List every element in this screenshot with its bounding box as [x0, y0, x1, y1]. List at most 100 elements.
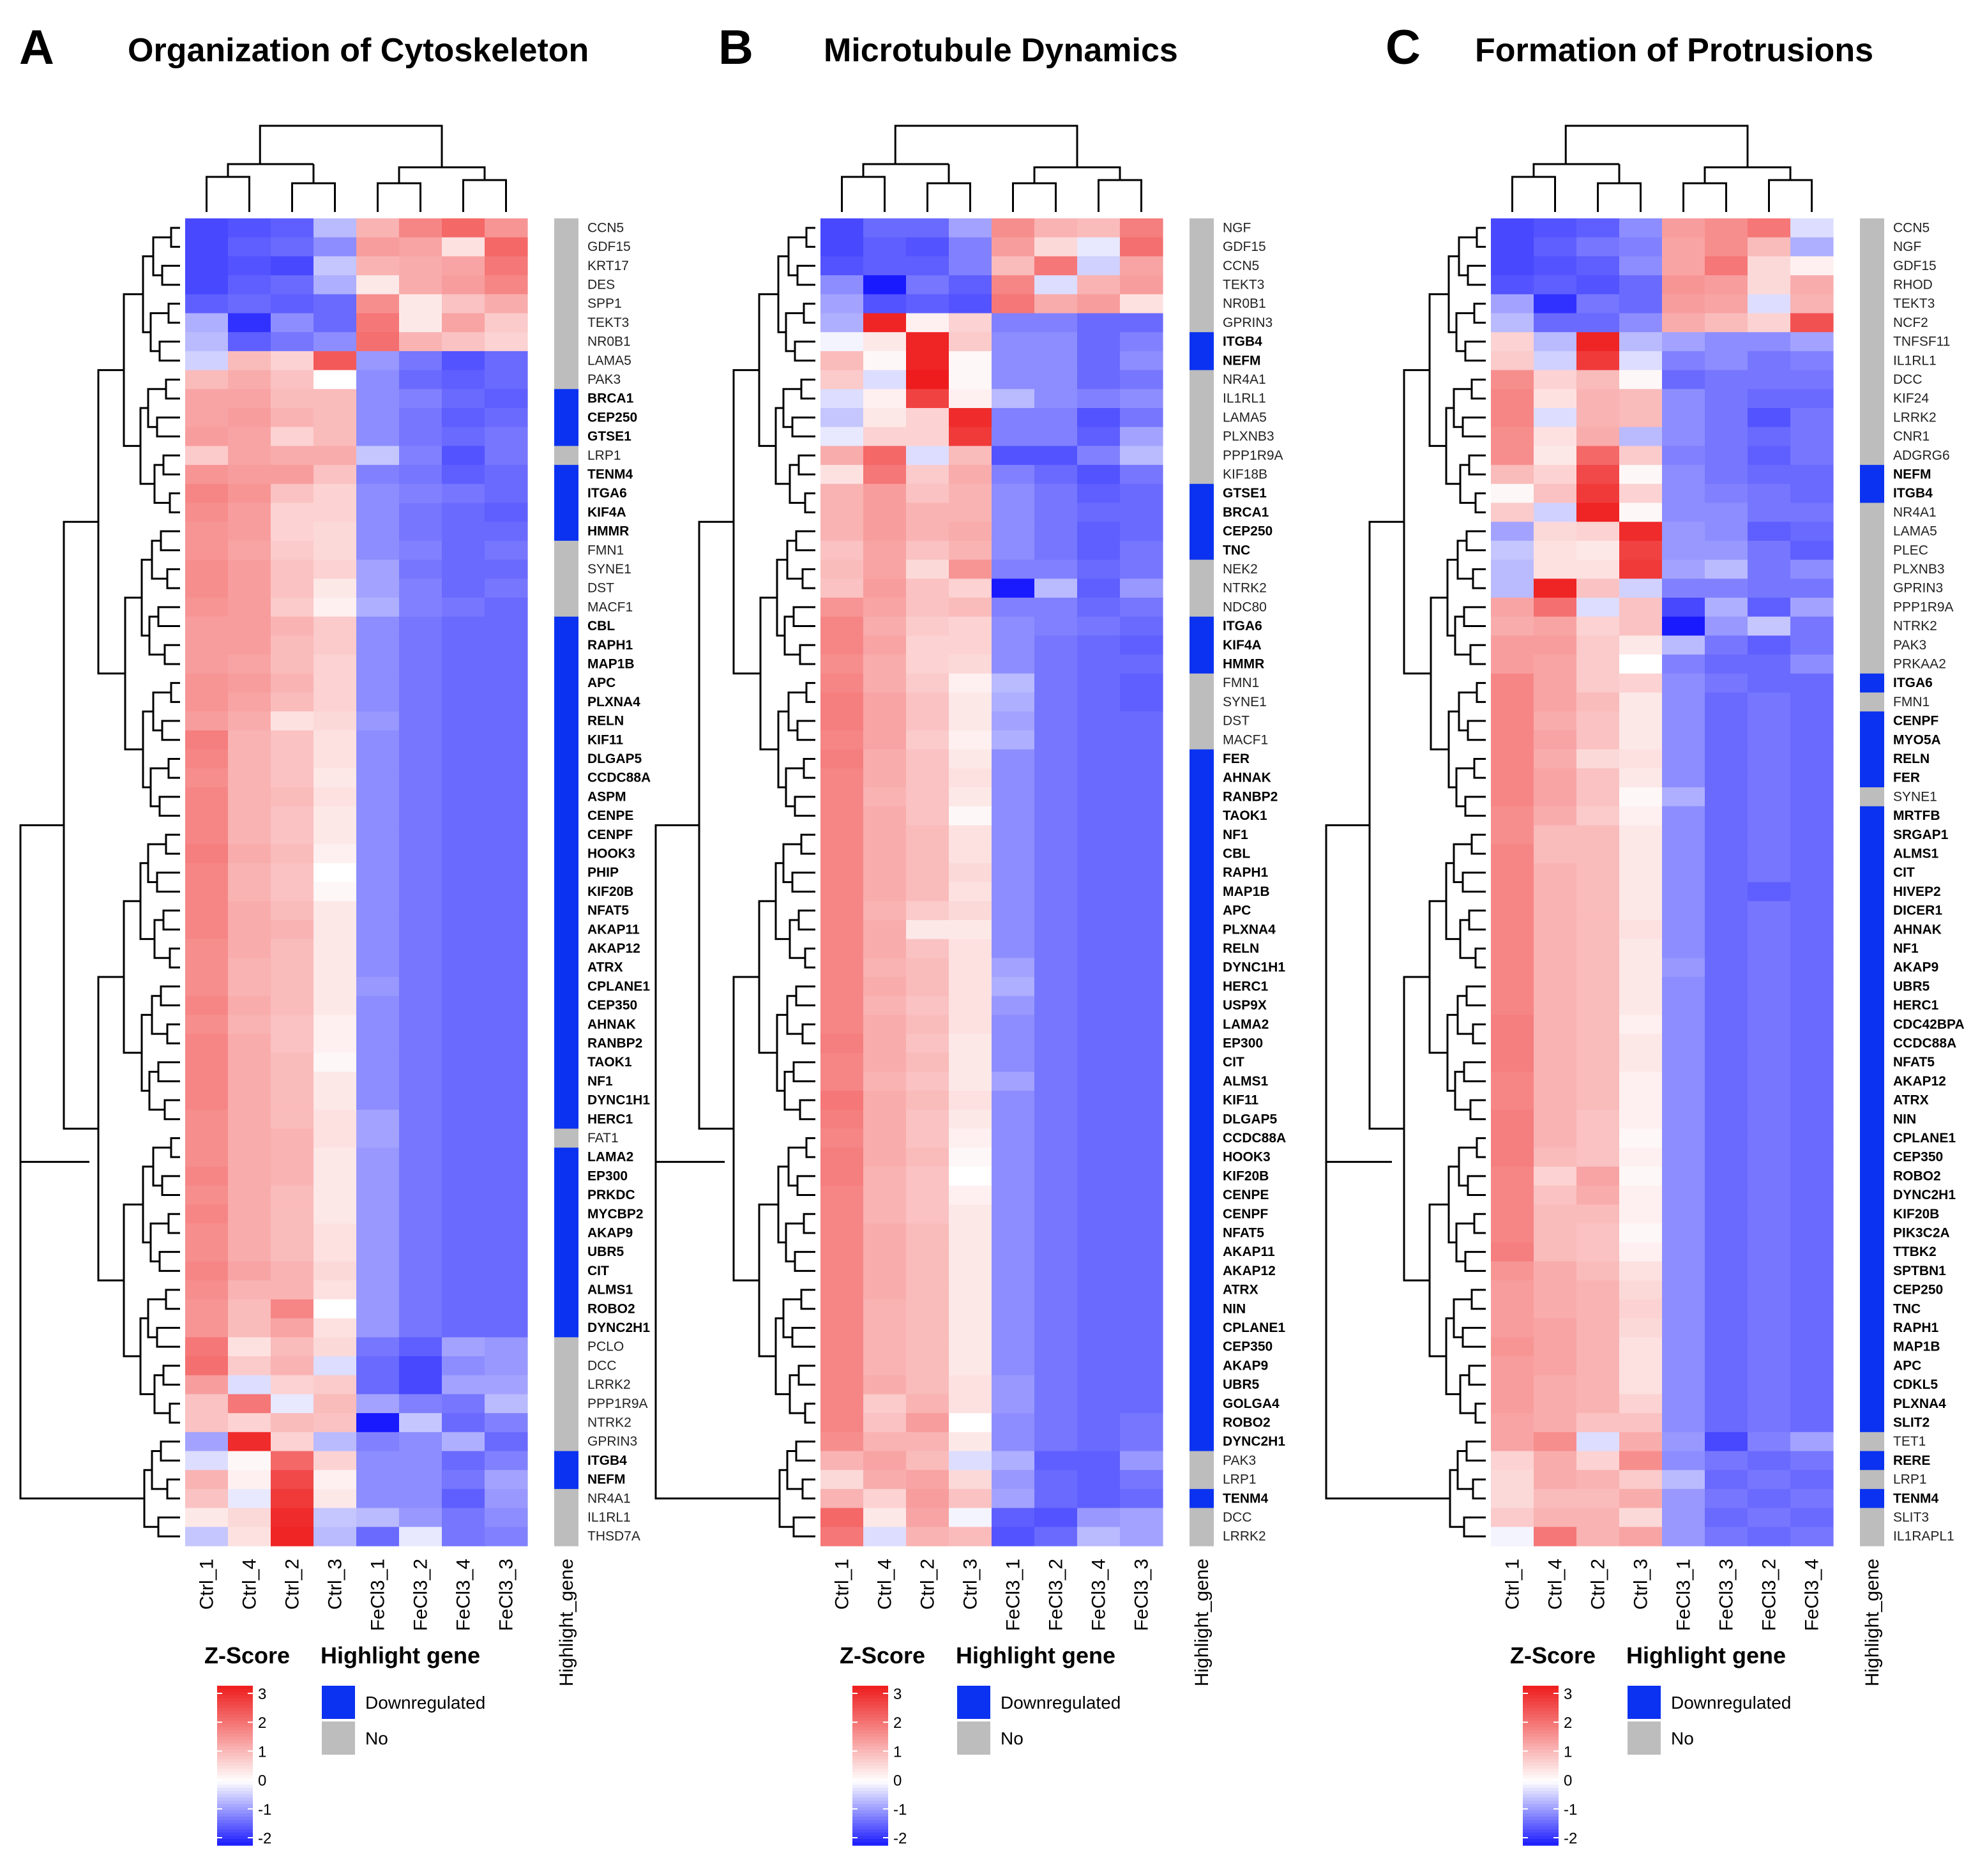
- heatmap-cell: [949, 1071, 992, 1091]
- gene-label: TEKT3: [587, 315, 629, 330]
- heatmap-cell: [992, 939, 1035, 958]
- column-labels: Ctrl_1 Ctrl_4 Ctrl_2 Ctrl_3 FeCl3_1 FeCl3_3 Fe…: [1502, 1559, 1884, 1686]
- heatmap-cell: [1534, 559, 1577, 579]
- heatmap-cell: [992, 1204, 1035, 1224]
- heatmap-cell: [1619, 1280, 1663, 1300]
- zscore-gradient-strip: [217, 1788, 253, 1792]
- highlight-cell: [554, 313, 578, 333]
- heatmap-cell: [1120, 1034, 1163, 1054]
- heatmap-cell: [1576, 635, 1620, 655]
- highlight-cell: [1860, 1128, 1884, 1148]
- heatmap-cell: [442, 844, 485, 864]
- heatmap-cell: [1662, 1034, 1705, 1054]
- heatmap-cell: [992, 1052, 1035, 1073]
- heatmap-cell: [1619, 673, 1663, 693]
- heatmap-cell: [992, 351, 1035, 371]
- heatmap-cell: [949, 465, 992, 485]
- heatmap-cell: [1491, 1261, 1534, 1281]
- heatmap-cell: [399, 654, 442, 674]
- heatmap-cell: [1662, 408, 1705, 428]
- zscore-gradient-strip: [852, 1829, 888, 1833]
- highlight-cell: [1190, 730, 1214, 750]
- zscore-gradient-strip: [1523, 1708, 1559, 1712]
- heatmap-cell: [1662, 863, 1705, 883]
- heatmap-cell: [820, 351, 864, 371]
- heatmap-cell: [1790, 1167, 1834, 1186]
- heatmap-cell: [1077, 275, 1121, 295]
- gene-label: NTRK2: [587, 1415, 631, 1430]
- heatmap-cell: [1034, 882, 1078, 902]
- heatmap-cell: [485, 977, 528, 997]
- highlight-cell: [1190, 1527, 1214, 1547]
- heatmap-cell: [863, 806, 907, 826]
- heatmap-cell: [356, 1318, 400, 1338]
- heatmap-cell: [949, 919, 992, 940]
- heatmap-cell: [1120, 1280, 1163, 1300]
- heatmap-cell: [1034, 427, 1078, 446]
- heatmap-cell: [442, 256, 485, 276]
- gene-label: LAMA5: [587, 353, 631, 368]
- downregulated-swatch: [1628, 1686, 1661, 1719]
- heatmap-cell: [1790, 598, 1834, 617]
- gene-label: CENPF: [1893, 714, 1938, 729]
- heatmap-cell: [271, 1223, 314, 1243]
- zscore-gradient-strip: [852, 1766, 888, 1769]
- heatmap-cell: [1790, 389, 1834, 409]
- heatmap-cell: [356, 503, 400, 522]
- heatmap-cell: [1662, 540, 1705, 561]
- heatmap-cell: [1705, 370, 1748, 390]
- heatmap-cell: [1748, 787, 1791, 807]
- heatmap-cell: [185, 540, 229, 561]
- heatmap-cell: [442, 1508, 485, 1527]
- heatmap-cell: [863, 598, 907, 617]
- heatmap-cell: [1748, 1413, 1791, 1433]
- heatmap-cell: [185, 939, 229, 958]
- zscore-gradient-strip: [1523, 1750, 1559, 1753]
- heatmap-cell: [185, 844, 229, 864]
- highlight-cell: [1190, 579, 1214, 598]
- heatmap-cell: [228, 313, 271, 333]
- heatmap-cell: [906, 1299, 949, 1319]
- heatmap-cell: [442, 901, 485, 921]
- heatmap-cell: [228, 768, 271, 788]
- heatmap-cell: [356, 730, 400, 750]
- heatmap-cell: [1748, 1091, 1791, 1110]
- heatmap-cell: [1034, 559, 1078, 579]
- heatmap-cell: [1576, 1128, 1620, 1148]
- heatmap-cell: [185, 1432, 229, 1452]
- heatmap-cell: [399, 275, 442, 295]
- heatmap-cell: [949, 1147, 992, 1167]
- column-label: FeCl3_4: [1089, 1559, 1110, 1631]
- heatmap-cell: [1790, 275, 1834, 295]
- heatmap-cell: [1034, 977, 1078, 997]
- heatmap-cell: [485, 958, 528, 978]
- heatmap-cell: [1662, 1071, 1705, 1091]
- highlight-cell: [554, 863, 578, 883]
- heatmap-cell: [1790, 540, 1834, 561]
- heatmap-cell: [228, 1356, 271, 1376]
- heatmap-cell: [1077, 882, 1121, 902]
- heatmap-cell: [1034, 522, 1078, 541]
- heatmap-cell: [356, 919, 400, 940]
- heatmap-cell: [906, 1394, 949, 1414]
- heatmap-cell: [399, 1052, 442, 1073]
- heatmap-cell: [271, 939, 314, 958]
- heatmap-cell: [992, 522, 1035, 541]
- heatmap-cell: [906, 1318, 949, 1338]
- heatmap-cell: [271, 1071, 314, 1091]
- highlight-cell: [1860, 977, 1884, 997]
- gene-label: AKAP12: [1223, 1264, 1276, 1278]
- gene-label: NF1: [1223, 828, 1248, 842]
- highlight-cell: [1860, 692, 1884, 712]
- heatmap-cell: [863, 1488, 907, 1509]
- zscore-legend-title: Z-Score: [204, 1642, 290, 1668]
- heatmap-cell: [1748, 1109, 1791, 1130]
- zscore-gradient-strip: [852, 1833, 888, 1836]
- heatmap-cell: [1790, 1071, 1834, 1091]
- heatmap-cell: [442, 275, 485, 295]
- highlight-cell: [1190, 863, 1214, 883]
- heatmap-cell: [1077, 863, 1121, 883]
- heatmap-cell: [1705, 635, 1748, 655]
- heatmap-cell: [185, 483, 229, 504]
- heatmap-cell: [399, 237, 442, 257]
